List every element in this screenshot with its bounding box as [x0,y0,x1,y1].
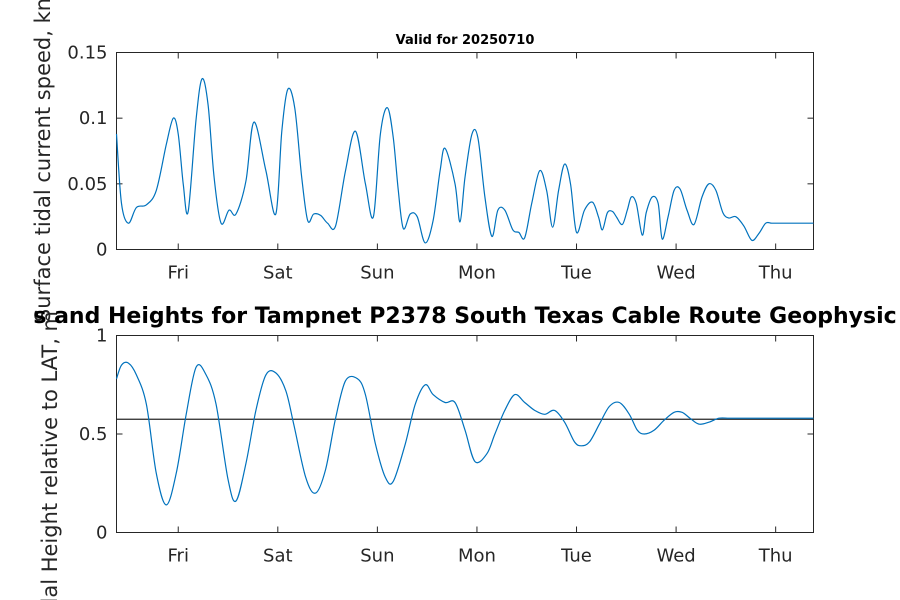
plot-title: s and Heights for Tampnet P2378 South Te… [33,304,896,329]
x-tick-label: Sat [263,263,293,284]
x-tick-labels: Fri Sat Sun Mon Tue Wed Thu [168,263,793,284]
series-line [115,78,814,244]
x-tick-label: Fri [168,546,189,567]
y-tick-label: 0.15 [67,43,107,64]
y-axis-label: Tidal Height relative to LAT, m [38,311,62,600]
x-tick-label: Thu [758,263,793,284]
y-tick-label: 0.1 [79,108,108,129]
y-tick-labels: 00.51 [79,326,108,544]
plot-subtitle: Valid for 20250710 [396,33,535,48]
current-speed-plot: Valid for 20250710 0 0.05 0.1 0.15 Fri Sat Su… [31,0,814,322]
x-tick-label: Sun [360,263,394,284]
tidal-height-plot: 00.51 Fri Sat Sun Mon Tue Wed Thu Tidal Height… [38,311,814,600]
y-tick-label: 0 [96,240,107,261]
axis-ticks [116,335,814,533]
y-tick-label: 0 [96,523,107,544]
y-axis-label: Surface tidal current speed, kn [31,0,55,322]
axis-ticks [116,52,814,250]
x-tick-label: Tue [560,263,592,284]
x-tick-label: Mon [458,263,496,284]
series-line [115,361,814,506]
x-tick-label: Mon [458,546,496,567]
x-tick-label: Tue [560,546,592,567]
y-tick-label: 0.5 [79,424,108,445]
y-tick-labels: 0 0.05 0.1 0.15 [67,43,107,261]
x-tick-label: Wed [656,263,695,284]
x-tick-label: Thu [758,546,793,567]
y-tick-label: 0.05 [67,174,107,195]
x-tick-label: Sat [263,546,293,567]
x-tick-label: Fri [168,263,189,284]
x-tick-label: Wed [656,546,695,567]
y-tick-label: 1 [96,326,107,347]
x-tick-label: Sun [360,546,394,567]
x-tick-labels: Fri Sat Sun Mon Tue Wed Thu [168,546,793,567]
plot-frame [116,52,814,250]
